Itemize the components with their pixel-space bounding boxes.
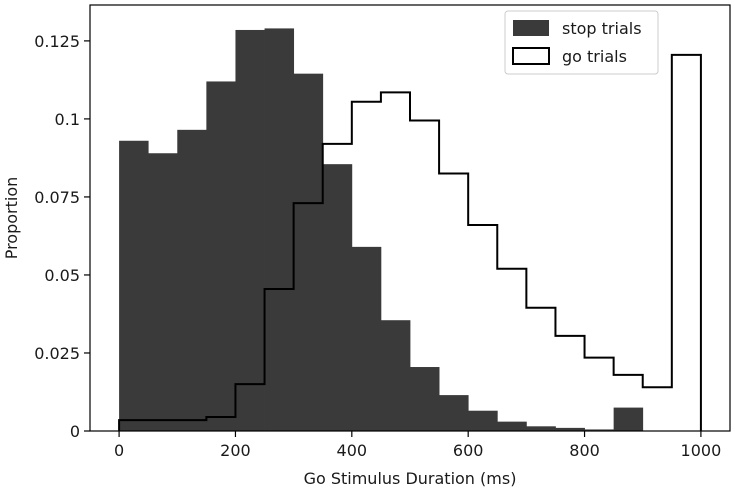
plot-area xyxy=(118,28,702,432)
y-tick-label: 0.05 xyxy=(44,266,80,285)
stop-trials-bar xyxy=(148,153,178,431)
stop-trials-bar xyxy=(119,140,149,431)
x-tick-label: 600 xyxy=(453,441,484,460)
legend: stop trials go trials xyxy=(504,10,659,75)
x-axis-ticks: 0 200 400 600 800 1000 xyxy=(114,431,721,460)
y-axis-ticks: 0 0.025 0.05 0.075 0.1 0.125 xyxy=(34,32,90,441)
stop-trials-bar xyxy=(264,28,295,432)
stop-trials-bar xyxy=(351,246,382,431)
stop-trials-bar xyxy=(613,407,644,431)
stop-trials-bar xyxy=(584,429,615,431)
legend-label-go-trials: go trials xyxy=(562,47,627,66)
stop-trials-bar xyxy=(439,395,469,431)
stop-trials-bar xyxy=(177,129,207,432)
y-tick-label: 0.025 xyxy=(34,344,80,363)
stop-trials-bar xyxy=(555,427,585,431)
stop-trials-bar xyxy=(206,81,236,431)
stop-trials-bar xyxy=(235,29,265,431)
go-trials-step-line xyxy=(118,53,702,431)
stop-trials-bar xyxy=(468,410,498,431)
x-axis-label: Go Stimulus Duration (ms) xyxy=(304,469,517,488)
legend-swatch-stop-trials xyxy=(513,20,549,36)
x-tick-label: 0 xyxy=(114,441,124,460)
x-tick-label: 200 xyxy=(220,441,251,460)
y-tick-label: 0 xyxy=(70,422,80,441)
x-tick-label: 1000 xyxy=(681,441,722,460)
x-tick-label: 400 xyxy=(337,441,368,460)
y-tick-label: 0.075 xyxy=(34,188,80,207)
x-tick-label: 800 xyxy=(569,441,600,460)
stop-trials-bars xyxy=(119,28,644,432)
stop-trials-bar xyxy=(293,73,324,432)
y-tick-label: 0.1 xyxy=(55,110,80,129)
stop-trials-bar xyxy=(380,320,411,431)
y-axis-label: Proportion xyxy=(2,177,21,260)
y-tick-label: 0.125 xyxy=(34,32,80,51)
axes-frame xyxy=(89,4,731,432)
legend-swatch-go-trials xyxy=(512,47,550,65)
stop-trials-bar xyxy=(322,164,353,431)
stop-trials-bar xyxy=(526,426,556,431)
stop-trials-bar xyxy=(497,421,527,431)
legend-label-stop-trials: stop trials xyxy=(562,19,642,38)
stop-trials-bar xyxy=(410,367,440,431)
